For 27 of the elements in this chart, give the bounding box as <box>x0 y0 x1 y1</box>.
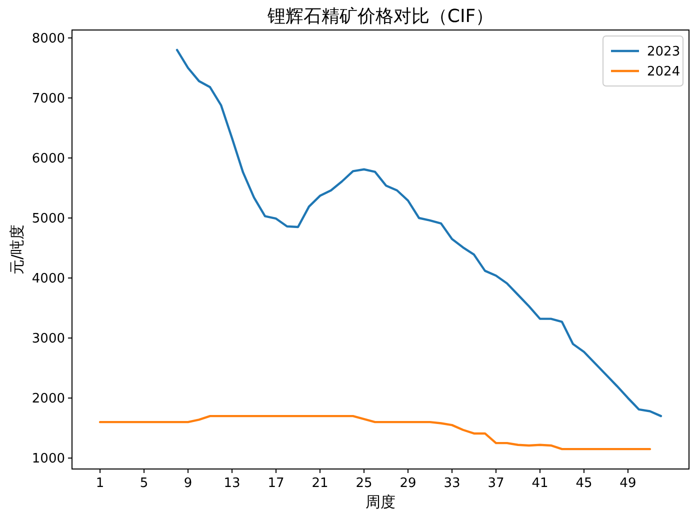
x-tick-label: 9 <box>184 476 192 491</box>
x-tick-label: 5 <box>140 476 148 491</box>
y-tick-label: 8000 <box>32 31 65 46</box>
y-tick-label: 2000 <box>32 392 65 407</box>
y-tick-label: 3000 <box>32 332 65 347</box>
y-tick-label: 6000 <box>32 152 65 167</box>
x-tick-label: 37 <box>488 476 504 491</box>
x-tick-label: 1 <box>96 476 104 491</box>
x-tick-label: 45 <box>576 476 592 491</box>
x-tick-label: 25 <box>356 476 372 491</box>
x-tick-label: 29 <box>400 476 416 491</box>
y-tick-label: 7000 <box>32 91 65 106</box>
x-tick-label: 33 <box>444 476 460 491</box>
x-axis-title: 周度 <box>366 493 396 511</box>
legend-label: 2024 <box>647 64 680 80</box>
y-tick-label: 1000 <box>32 452 65 467</box>
chart-title: 锂辉石精矿价格对比（CIF） <box>266 6 494 27</box>
line-series <box>98 414 652 450</box>
x-tick-label: 21 <box>312 476 328 491</box>
x-tick-label: 17 <box>268 476 284 491</box>
x-tick-label: 49 <box>620 476 636 491</box>
y-tick-label: 4000 <box>32 272 65 287</box>
x-tick-label: 13 <box>224 476 240 491</box>
y-axis-title: 元/吨度 <box>8 224 26 275</box>
legend-label: 2023 <box>647 44 680 60</box>
x-tick-label: 41 <box>532 476 548 491</box>
y-tick-label: 5000 <box>32 212 65 227</box>
